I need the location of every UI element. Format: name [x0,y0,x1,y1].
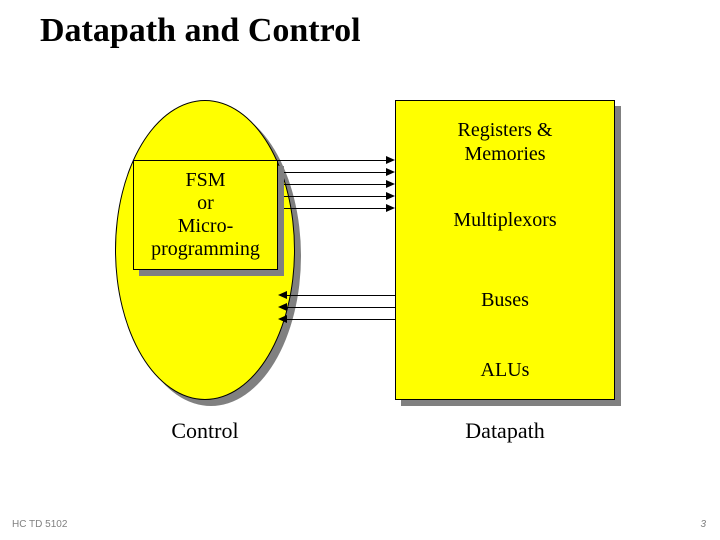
datapath-item-0: Registers & [396,119,614,142]
arrow-right [278,160,387,161]
fsm-line-1: or [134,192,277,215]
arrow-left-head [278,291,287,299]
datapath-rect: Registers & Memories Multiplexors Buses … [395,100,615,400]
arrow-left [286,295,395,296]
arrow-left-head [278,303,287,311]
fsm-line-2: Micro- [134,215,277,238]
arrow-right [278,184,387,185]
arrow-right-head [386,180,395,188]
arrow-right-head [386,204,395,212]
arrow-left [286,319,395,320]
fsm-box: FSM or Micro- programming [133,160,278,270]
fsm-line-3: programming [134,238,277,261]
fsm-line-0: FSM [134,169,277,192]
arrow-right [278,208,387,209]
footer-left: HC TD 5102 [12,519,67,530]
arrow-right [278,196,387,197]
datapath-item-4: ALUs [396,359,614,382]
datapath-item-2: Multiplexors [396,209,614,232]
datapath-label: Datapath [395,418,615,444]
datapath-item-3: Buses [396,289,614,312]
arrow-right [278,172,387,173]
arrow-right-head [386,156,395,164]
arrow-right-head [386,192,395,200]
datapath-item-1: Memories [396,143,614,166]
diagram-area: Registers & Memories Multiplexors Buses … [95,100,625,420]
control-label: Control [115,418,295,444]
arrow-left-head [278,315,287,323]
arrow-left [286,307,395,308]
arrow-right-head [386,168,395,176]
footer-right: 3 [700,519,706,530]
page-title: Datapath and Control [40,12,361,50]
